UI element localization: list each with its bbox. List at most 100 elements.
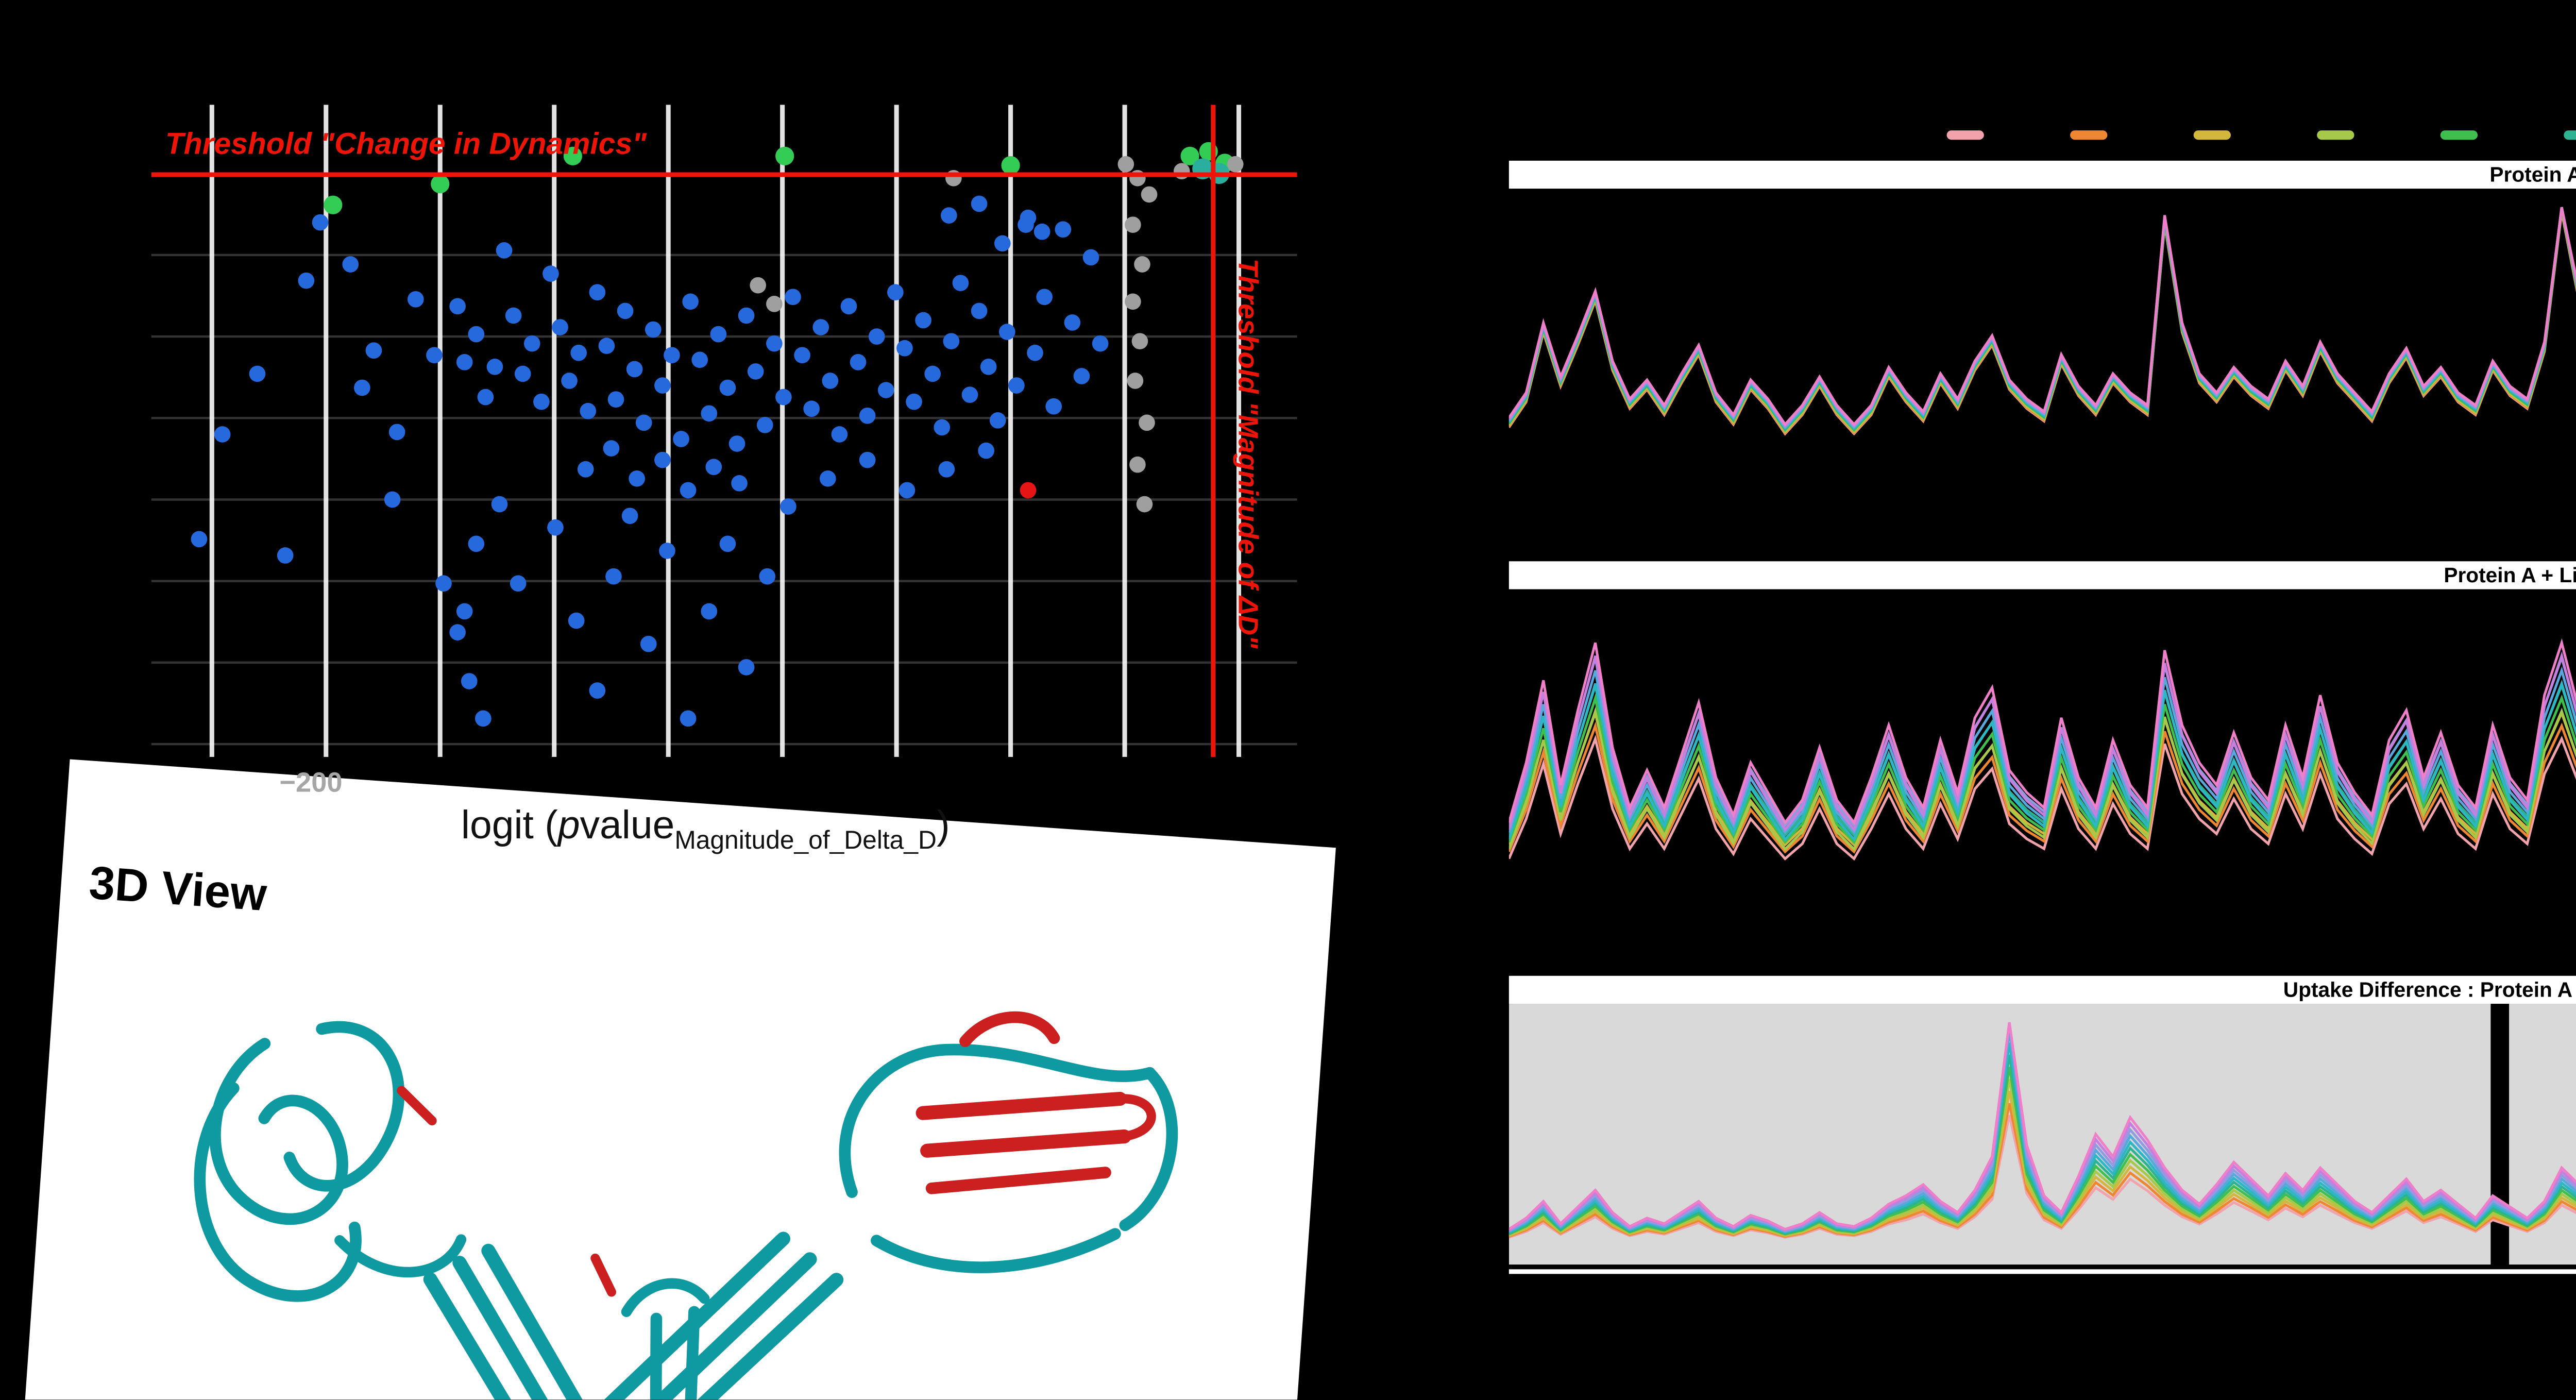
volcano-point-blue[interactable] — [1019, 208, 1036, 225]
volcano-point-gray[interactable] — [1128, 168, 1145, 185]
volcano-point-blue[interactable] — [1025, 343, 1042, 360]
volcano-point-blue[interactable] — [970, 194, 987, 211]
volcano-point-blue[interactable] — [690, 350, 707, 367]
uptake-series[interactable] — [1509, 211, 2576, 503]
volcano-point-blue[interactable] — [818, 469, 835, 486]
volcano-point-blue[interactable] — [1063, 313, 1079, 330]
volcano-point-blue[interactable] — [634, 413, 651, 430]
volcano-point-blue[interactable] — [448, 297, 465, 313]
uptake-series[interactable] — [1509, 680, 2576, 845]
volcano-point-blue[interactable] — [625, 360, 642, 376]
volcano-point-blue[interactable] — [737, 306, 754, 323]
volcano-point-blue[interactable] — [541, 264, 558, 281]
volcano-point-green[interactable] — [563, 146, 582, 165]
volcano-point-blue[interactable] — [858, 450, 875, 467]
volcano-point-blue[interactable] — [1035, 288, 1052, 304]
volcano-point-blue[interactable] — [897, 481, 914, 497]
volcano-point-blue[interactable] — [727, 434, 744, 451]
volcano-point-blue[interactable] — [579, 401, 595, 418]
volcano-point-blue[interactable] — [937, 460, 954, 477]
threshold-line-magnitude[interactable] — [1211, 105, 1215, 757]
volcano-point-blue[interactable] — [467, 325, 483, 342]
volcano-point-blue[interactable] — [662, 346, 679, 362]
volcano-point-blue[interactable] — [997, 322, 1014, 339]
volcano-point-blue[interactable] — [643, 320, 660, 337]
volcano-point-blue[interactable] — [681, 292, 698, 309]
volcano-point-blue[interactable] — [311, 213, 328, 230]
uptake-series[interactable] — [1509, 210, 2576, 495]
volcano-point-blue[interactable] — [886, 283, 903, 299]
volcano-point-blue[interactable] — [951, 274, 968, 290]
uptake-series[interactable] — [1509, 207, 2576, 427]
uptake-series[interactable] — [1509, 1022, 2576, 1231]
uptake-series[interactable] — [1509, 634, 2576, 832]
volcano-point-blue[interactable] — [942, 332, 958, 348]
volcano-point-blue[interactable] — [704, 458, 721, 474]
uptake-chart-protein-a-ligand[interactable] — [1509, 589, 2576, 939]
volcano-point-blue[interactable] — [387, 423, 404, 439]
volcano-point-blue[interactable] — [904, 392, 921, 409]
volcano-plot[interactable]: Threshold "Change in Dynamics" Threshold… — [151, 105, 1297, 757]
uptake-series[interactable] — [1509, 207, 2576, 468]
volcano-point-blue[interactable] — [811, 317, 828, 334]
3d-view-panel[interactable]: 3D View — [16, 759, 1336, 1400]
volcano-point-gray[interactable] — [1128, 455, 1145, 472]
volcano-point-blue[interactable] — [616, 301, 633, 318]
volcano-point-blue[interactable] — [567, 611, 584, 628]
volcano-point-blue[interactable] — [1081, 248, 1098, 264]
volcano-point-blue[interactable] — [730, 474, 747, 491]
volcano-point-blue[interactable] — [597, 336, 614, 353]
legend-swatch[interactable] — [1946, 130, 1984, 140]
volcano-point-green[interactable] — [324, 195, 343, 214]
uptake-series[interactable] — [1509, 209, 2576, 486]
uptake-series[interactable] — [1509, 211, 2576, 512]
volcano-point-blue[interactable] — [628, 469, 644, 486]
volcano-point-blue[interactable] — [576, 460, 593, 477]
legend-swatch[interactable] — [2317, 130, 2354, 140]
volcano-point-blue[interactable] — [588, 681, 604, 698]
uptake-series[interactable] — [1509, 724, 2576, 861]
volcano-point-blue[interactable] — [939, 206, 956, 223]
volcano-point-gray[interactable] — [1130, 332, 1147, 348]
volcano-point-blue[interactable] — [495, 241, 512, 258]
uptake-series[interactable] — [1509, 711, 2576, 854]
volcano-point-blue[interactable] — [490, 495, 507, 512]
uptake-series[interactable] — [1509, 694, 2576, 852]
volcano-point-blue[interactable] — [546, 518, 563, 535]
volcano-point-gray[interactable] — [1137, 413, 1154, 430]
volcano-point-gray[interactable] — [1132, 255, 1149, 272]
volcano-point-gray[interactable] — [1116, 155, 1133, 172]
uptake-chart-protein-a[interactable] — [1509, 189, 2576, 543]
volcano-point-blue[interactable] — [792, 346, 809, 362]
volcano-point-blue[interactable] — [700, 602, 716, 619]
volcano-point-blue[interactable] — [485, 357, 502, 374]
volcano-point-blue[interactable] — [569, 343, 586, 360]
threshold-line-change-in-dynamics[interactable] — [151, 172, 1297, 177]
volcano-point-blue[interactable] — [588, 283, 604, 299]
legend-swatch[interactable] — [2193, 130, 2231, 140]
volcano-point-blue[interactable] — [993, 234, 1010, 250]
uptake-series[interactable] — [1509, 207, 2576, 451]
volcano-point-blue[interactable] — [933, 418, 949, 434]
uptake-series[interactable] — [1509, 208, 2576, 477]
volcano-point-blue[interactable] — [977, 441, 993, 458]
uptake-series[interactable] — [1509, 650, 2576, 835]
volcano-point-gray[interactable] — [765, 294, 782, 311]
uptake-series[interactable] — [1509, 664, 2576, 842]
volcano-point-blue[interactable] — [532, 392, 549, 409]
legend-swatch[interactable] — [2440, 130, 2478, 140]
volcano-point-blue[interactable] — [1032, 222, 1049, 239]
volcano-point-green[interactable] — [431, 174, 450, 194]
volcano-point-blue[interactable] — [758, 567, 774, 584]
volcano-point-gray[interactable] — [1140, 185, 1157, 201]
volcano-point-blue[interactable] — [604, 567, 621, 584]
volcano-point-blue[interactable] — [718, 534, 735, 551]
volcano-point-blue[interactable] — [867, 327, 884, 344]
volcano-point-blue[interactable] — [297, 271, 313, 288]
volcano-point-blue[interactable] — [620, 507, 637, 523]
volcano-point-blue[interactable] — [473, 709, 490, 726]
volcano-point-blue[interactable] — [876, 380, 893, 397]
volcano-point-blue[interactable] — [1072, 366, 1089, 383]
volcano-point-blue[interactable] — [802, 399, 819, 416]
volcano-point-blue[interactable] — [679, 709, 696, 726]
